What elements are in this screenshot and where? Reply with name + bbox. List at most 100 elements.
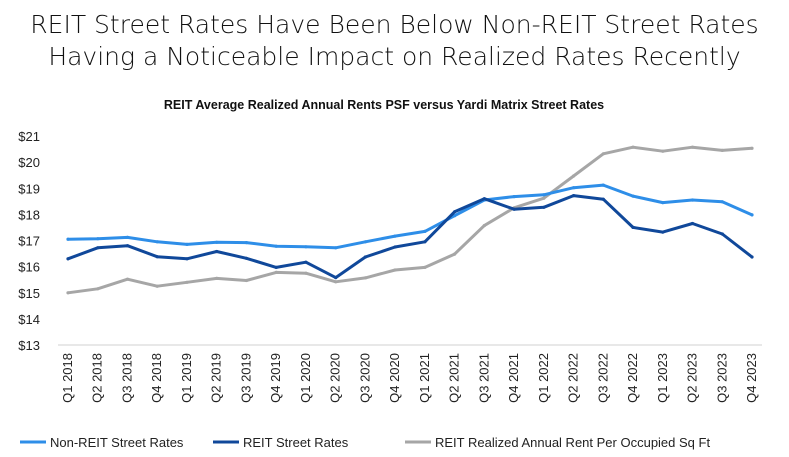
data-point-series-0: [453, 214, 457, 218]
data-point-series-1: [96, 246, 100, 250]
x-tick-label: Q4 2022: [625, 353, 640, 403]
data-point-series-2: [185, 280, 189, 284]
data-point-series-0: [244, 241, 248, 245]
legend-label-0: Non-REIT Street Rates: [50, 435, 184, 450]
x-tick-label: Q2 2019: [209, 353, 224, 403]
x-tick-label: Q3 2020: [357, 353, 372, 403]
data-point-series-2: [631, 145, 635, 149]
data-point-series-2: [125, 277, 130, 281]
data-point-series-0: [66, 237, 70, 241]
data-point-series-0: [304, 245, 308, 249]
x-tick-label: Q4 2018: [149, 353, 164, 403]
data-point-series-0: [661, 201, 665, 205]
x-tick-label: Q1 2022: [536, 353, 551, 403]
data-point-series-1: [274, 265, 278, 269]
y-tick-label: $14: [18, 312, 40, 327]
data-point-series-0: [601, 183, 605, 187]
data-point-series-0: [155, 240, 159, 244]
data-point-series-1: [423, 240, 427, 244]
data-point-series-2: [542, 196, 546, 200]
y-tick-label: $13: [18, 338, 40, 353]
x-tick-label: Q4 2023: [744, 353, 759, 403]
data-point-series-0: [631, 194, 635, 198]
y-tick-label: $15: [18, 286, 40, 301]
data-point-series-2: [66, 291, 70, 295]
data-point-series-0: [363, 240, 367, 244]
data-point-series-2: [334, 280, 338, 284]
y-tick-label: $20: [18, 155, 40, 170]
headline-line-2: Having a Noticeable Impact on Realized R…: [48, 42, 741, 71]
x-tick-label: Q2 2021: [447, 353, 462, 403]
data-point-series-1: [601, 197, 605, 201]
data-point-series-1: [215, 249, 219, 254]
x-tick-label: Q4 2019: [268, 353, 283, 403]
data-point-series-2: [215, 276, 219, 280]
x-tick-label: Q4 2021: [506, 353, 521, 403]
y-tick-label: $16: [18, 260, 40, 275]
data-point-series-2: [423, 265, 427, 269]
x-tick-label: Q1 2023: [655, 353, 670, 403]
data-point-series-1: [66, 257, 70, 261]
data-point-series-1: [304, 260, 308, 264]
headline-line-1: REIT Street Rates Have Been Below Non-RE…: [30, 10, 759, 39]
data-point-series-0: [393, 234, 397, 238]
series-line-0: [66, 183, 754, 250]
data-point-series-2: [363, 276, 367, 280]
series-line-2: [66, 145, 754, 295]
x-tick-label: Q2 2020: [328, 353, 343, 403]
data-point-series-0: [423, 229, 427, 233]
data-point-series-2: [304, 271, 308, 275]
data-point-series-1: [363, 255, 367, 259]
data-point-series-2: [572, 174, 576, 178]
data-point-series-1: [244, 256, 248, 260]
data-point-series-0: [690, 198, 695, 202]
x-tick-label: Q2 2023: [685, 353, 700, 403]
data-point-series-1: [720, 232, 724, 236]
data-point-series-1: [512, 207, 516, 211]
data-point-series-1: [661, 230, 665, 234]
data-point-series-2: [601, 152, 605, 156]
x-tick-label: Q1 2020: [298, 353, 313, 403]
data-point-series-2: [393, 268, 397, 272]
x-tick-label: Q3 2022: [595, 353, 610, 403]
data-point-series-2: [720, 148, 724, 152]
data-point-series-2: [244, 278, 248, 283]
data-point-series-0: [572, 186, 576, 190]
y-tick-label: $21: [18, 129, 40, 144]
data-point-series-0: [542, 193, 546, 197]
y-tick-label: $17: [18, 234, 40, 249]
data-point-series-1: [393, 245, 397, 249]
data-point-series-1: [155, 255, 159, 259]
data-point-series-1: [185, 257, 189, 261]
data-point-series-0: [125, 235, 130, 239]
data-point-series-1: [125, 244, 130, 248]
x-tick-label: Q3 2023: [714, 353, 729, 403]
data-point-series-2: [690, 145, 695, 149]
x-tick-label: Q1 2019: [179, 353, 194, 403]
y-tick-label: $18: [18, 207, 40, 222]
data-point-series-2: [661, 149, 665, 153]
x-tick-label: Q3 2019: [238, 353, 253, 403]
data-point-series-1: [750, 255, 754, 259]
x-tick-label: Q2 2022: [566, 353, 581, 403]
data-point-series-2: [96, 287, 100, 291]
series-line-1: [66, 194, 754, 280]
data-point-series-1: [572, 194, 576, 198]
x-tick-label: Q2 2018: [90, 353, 105, 403]
chart-title: REIT Average Realized Annual Rents PSF v…: [164, 98, 604, 112]
data-point-series-1: [482, 197, 486, 201]
data-point-series-2: [453, 252, 457, 256]
data-point-series-2: [482, 224, 486, 228]
data-point-series-1: [453, 210, 457, 214]
x-tick-label: Q1 2021: [417, 353, 432, 403]
data-point-series-2: [750, 146, 754, 150]
data-point-series-0: [512, 195, 516, 199]
data-point-series-0: [274, 244, 278, 248]
x-tick-label: Q1 2018: [60, 353, 75, 403]
x-tick-label: Q3 2021: [476, 353, 491, 403]
data-point-series-0: [334, 246, 338, 250]
legend-label-1: REIT Street Rates: [243, 435, 349, 450]
data-point-series-0: [215, 240, 219, 244]
data-point-series-0: [185, 242, 189, 246]
